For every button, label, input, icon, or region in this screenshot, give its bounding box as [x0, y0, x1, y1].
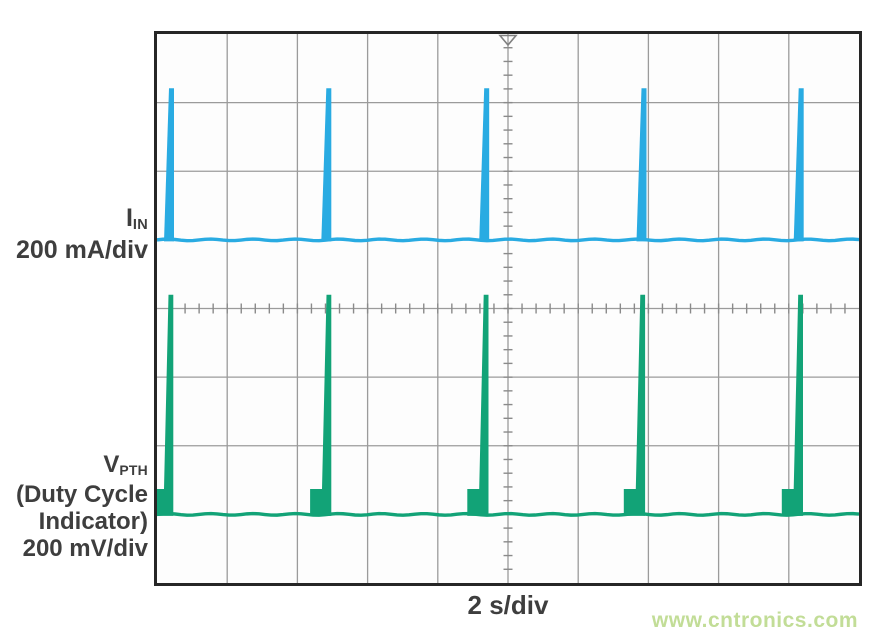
ch2-scale: 200 mV/div — [22, 535, 148, 562]
trace-iin — [157, 88, 859, 243]
ch2-subscript: PTH — [119, 462, 148, 479]
pulse-vpth — [157, 294, 174, 516]
ch1-scale: 200 mA/div — [15, 236, 148, 264]
ch2-note-line1: (Duty Cycle — [15, 481, 148, 508]
x-axis-label: 2 s/div — [467, 590, 549, 620]
trace-vpth — [157, 294, 859, 517]
watermark: www.cntronics.com — [651, 609, 858, 632]
pulse-vpth — [467, 294, 489, 516]
ch2-symbol-line: VPTH — [0, 451, 148, 481]
scope-graticule-and-traces — [157, 34, 859, 583]
ch1-label-block: IIN 200 mA/div — [0, 204, 148, 264]
ch2-note-line2: Indicator) — [38, 508, 148, 535]
pulse-iin — [164, 88, 174, 242]
ch1-symbol-line: IIN — [0, 204, 148, 236]
plot-area — [154, 31, 862, 586]
pulse-vpth — [623, 294, 646, 516]
pulse-iin — [793, 88, 804, 242]
pulse-iin — [321, 88, 332, 242]
trigger-marker-icon — [498, 34, 518, 47]
pulse-vpth — [310, 294, 332, 516]
ch1-symbol: I — [125, 204, 133, 232]
pulse-iin — [636, 88, 647, 242]
ch2-symbol: V — [103, 451, 120, 478]
ch2-label-block: VPTH (Duty Cycle Indicator) 200 mV/div — [0, 451, 148, 562]
pulse-iin — [479, 88, 490, 242]
ch1-subscript: IN — [132, 217, 148, 234]
pulse-vpth — [781, 294, 803, 516]
center-line-ticks — [170, 47, 846, 570]
